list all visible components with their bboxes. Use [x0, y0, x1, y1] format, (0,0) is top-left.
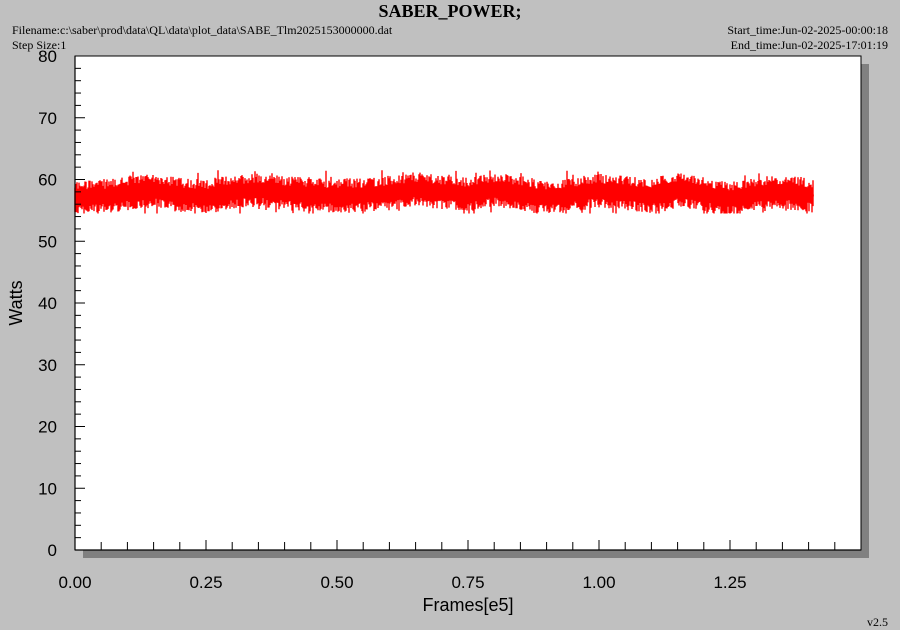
series-line [74, 188, 814, 201]
series-layer [74, 170, 814, 214]
step-size-label: Step Size:1 [12, 38, 67, 52]
x-tick-label: 0.75 [451, 573, 484, 592]
end-time-label: End_time:Jun-02-2025-17:01:19 [730, 38, 888, 52]
x-tick-label: 0.00 [58, 573, 91, 592]
x-tick-label: 0.25 [189, 573, 222, 592]
x-tick-label: 0.50 [320, 573, 353, 592]
y-tick-label: 40 [38, 294, 57, 313]
y-tick-label: 20 [38, 418, 57, 437]
y-tick-label: 80 [38, 47, 57, 66]
y-tick-label: 50 [38, 232, 57, 251]
y-tick-label: 30 [38, 356, 57, 375]
filename-label: Filename:c:\saber\prod\data\QL\data\plot… [12, 23, 393, 37]
y-tick-label: 70 [38, 109, 57, 128]
y-axis-label: Watts [6, 280, 26, 325]
chart-title: SABER_POWER; [378, 1, 522, 21]
plot-area [74, 55, 862, 551]
version-label: v2.5 [867, 615, 888, 629]
y-tick-label: 10 [38, 479, 57, 498]
y-tick-label: 0 [48, 541, 57, 560]
x-axis-label: Frames[e5] [422, 595, 513, 615]
axes-layer: 0 10 20 30 40 50 60 70 80 0.00 0.25 0.50 0.75 1.00 1.2… [38, 47, 861, 592]
start-time-label: Start_time:Jun-02-2025-00:00:18 [727, 23, 888, 37]
x-tick-label: 1.25 [713, 573, 746, 592]
x-tick-label: 1.00 [582, 573, 615, 592]
y-tick-label: 60 [38, 171, 57, 190]
